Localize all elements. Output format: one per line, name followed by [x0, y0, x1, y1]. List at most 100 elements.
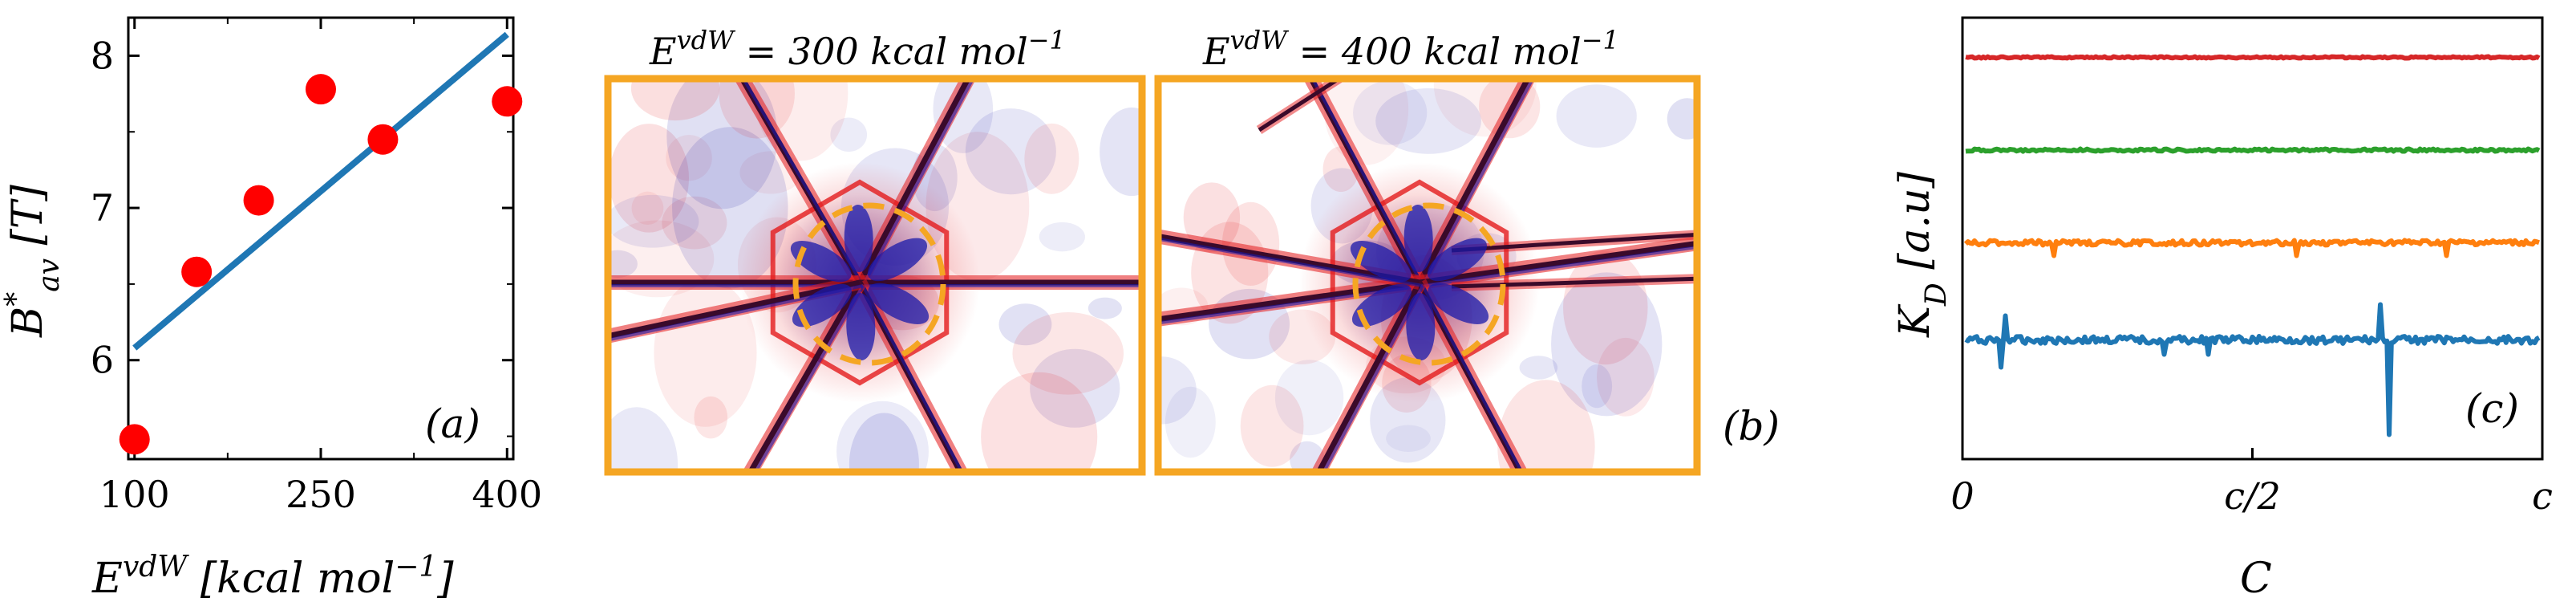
- field-blotch: [1161, 356, 1197, 425]
- arm-core: [1161, 234, 1420, 286]
- field-blotch: [1100, 107, 1139, 197]
- panel-a-x-axis-label: EvdW [kcal mol−1]: [91, 551, 454, 604]
- arm-edge-blue: [1312, 82, 1424, 287]
- field-blotch: [1024, 123, 1079, 194]
- field-blotch: [849, 413, 919, 469]
- field-blotch: [694, 396, 728, 439]
- map1-title-sup: vdW: [677, 25, 737, 55]
- panel-b-map-1: [611, 82, 1139, 469]
- panel-a-xlabel-unit-open: [kcal mol: [187, 555, 395, 603]
- arm-edge-blue: [1421, 285, 1522, 469]
- extra-arm-core: [1258, 82, 1338, 132]
- arm-edge-blue: [755, 285, 865, 469]
- field-blotch: [611, 407, 678, 469]
- field-blotch: [630, 82, 720, 121]
- panel-a-data-point: [306, 74, 336, 105]
- field-blotch: [1274, 360, 1344, 436]
- panel-c-line-chart: 0 c/2 c (c) C KD [a.u]: [1891, 16, 2553, 603]
- field-blotch: [1290, 441, 1325, 469]
- panel-c-ylabel-unit: [a.u]: [1891, 171, 1939, 283]
- map2-title-base: E: [1202, 30, 1230, 73]
- field-blotch: [965, 108, 1056, 195]
- map1-title-rest-sup: −1: [1028, 25, 1066, 55]
- core-lobe-blue: [1406, 292, 1436, 360]
- panel-b-heatmaps: EvdW = 300 kcal mol−1 EvdW = 400 kcal mo…: [604, 25, 1780, 476]
- core-lobe-blue: [790, 241, 852, 283]
- panel-c-series-line: [1963, 238, 2540, 258]
- field-blotch: [1240, 384, 1304, 467]
- panel-c-xtick-label: c/2: [2224, 474, 2281, 518]
- field-blotch: [933, 82, 994, 153]
- field-blotch: [1667, 98, 1694, 140]
- panel-a-data-point: [181, 256, 213, 287]
- field-blotch: [1386, 425, 1431, 452]
- panel-c-series-line: [1965, 54, 2541, 61]
- panel-c-ticks: 0 c/2 c: [1950, 448, 2553, 518]
- map1-title-base: E: [649, 30, 677, 73]
- panel-a-data-point: [367, 124, 399, 155]
- panel-c-ylabel-sub: D: [1920, 283, 1953, 307]
- panel-a-xtick-label: 100: [99, 473, 170, 516]
- arm-core: [1317, 281, 1423, 469]
- panel-a-xlabel-base: E: [91, 555, 123, 603]
- hex-structure: [770, 179, 950, 386]
- panel-c-label: (c): [2465, 385, 2519, 432]
- panel-a-ytick-label: 6: [91, 339, 114, 382]
- field-blotch: [1183, 182, 1241, 253]
- panel-c-xtick-label: c: [2532, 474, 2553, 518]
- extra-arm-core: [1451, 233, 1694, 253]
- panel-c-plot-frame: [1961, 16, 2544, 461]
- panel-a-ylabel-unit: [T]: [4, 184, 52, 258]
- field-blotch: [611, 124, 689, 233]
- panel-b-map1-frame: [604, 75, 1146, 476]
- arm-edge-blue: [1422, 246, 1694, 287]
- map1-title-rest: = 300 kcal mol: [734, 30, 1028, 73]
- field-blotch: [998, 303, 1052, 346]
- panel-a-xtick-label: 400: [472, 473, 542, 516]
- arm-core: [857, 82, 970, 284]
- panel-a-xlabel-unit-sup: −1: [395, 551, 437, 584]
- arm-edge-blue: [1161, 284, 1424, 324]
- core-lobe-blue: [1350, 241, 1412, 283]
- arm-edge-blue: [861, 82, 974, 287]
- panel-a-xtick-label: 250: [286, 473, 356, 516]
- field-blotch: [611, 250, 638, 278]
- panel-a-label: (a): [425, 401, 480, 447]
- panel-a-fit-line: [132, 31, 509, 351]
- core-lobe-blue: [1428, 283, 1489, 324]
- panel-c-series-line: [1964, 302, 2541, 437]
- core-lobe-blue: [868, 283, 930, 324]
- map2-title-rest-sup: −1: [1582, 25, 1619, 55]
- field-blotch: [1221, 201, 1280, 287]
- core-lobe-blue: [867, 238, 928, 282]
- panel-a-ylabel-sup: *: [0, 292, 33, 307]
- field-blotch: [1353, 82, 1428, 145]
- panel-c-xtick-label: 0: [1950, 474, 1974, 518]
- arm-edge-blue: [861, 285, 962, 469]
- panel-a-scatter-chart: 100 250 400 6 7 8 (a) EvdW [kcal mol−1] B*av …: [0, 16, 542, 604]
- panel-c-x-axis-label: C: [2240, 555, 2272, 603]
- panel-a-ylabel-base: B: [4, 307, 52, 338]
- field-blotch: [662, 196, 727, 250]
- panel-a-data-point: [492, 86, 523, 117]
- field-blotch: [1597, 337, 1655, 417]
- panel-c-series-line: [1965, 146, 2541, 154]
- panel-c-y-axis-label: KD [a.u]: [1891, 171, 1953, 338]
- arm-core: [1416, 82, 1529, 284]
- panel-a-data-point: [243, 185, 274, 216]
- field-blotch: [666, 82, 778, 209]
- panel-a-ytick-label: 8: [91, 34, 114, 77]
- arm-edge-blue: [1323, 285, 1424, 469]
- panel-b-map2-title: EvdW = 400 kcal mol−1: [1202, 25, 1619, 73]
- dashed-core-circle: [1352, 202, 1506, 366]
- panel-b-map1-title: EvdW = 300 kcal mol−1: [649, 25, 1066, 73]
- panel-a-xlabel-sup: vdW: [123, 551, 189, 584]
- panel-a-data-point: [119, 424, 150, 455]
- field-blotch: [666, 135, 712, 181]
- core-lobe-blue: [792, 283, 853, 327]
- panel-c-series: [1963, 54, 2541, 437]
- panel-b-map-2: [1161, 82, 1694, 469]
- panel-a-ticks: 100 250 400 6 7 8: [91, 18, 542, 516]
- panel-a-y-axis-label: B*av [T]: [0, 184, 66, 338]
- field-blotch: [1556, 84, 1637, 148]
